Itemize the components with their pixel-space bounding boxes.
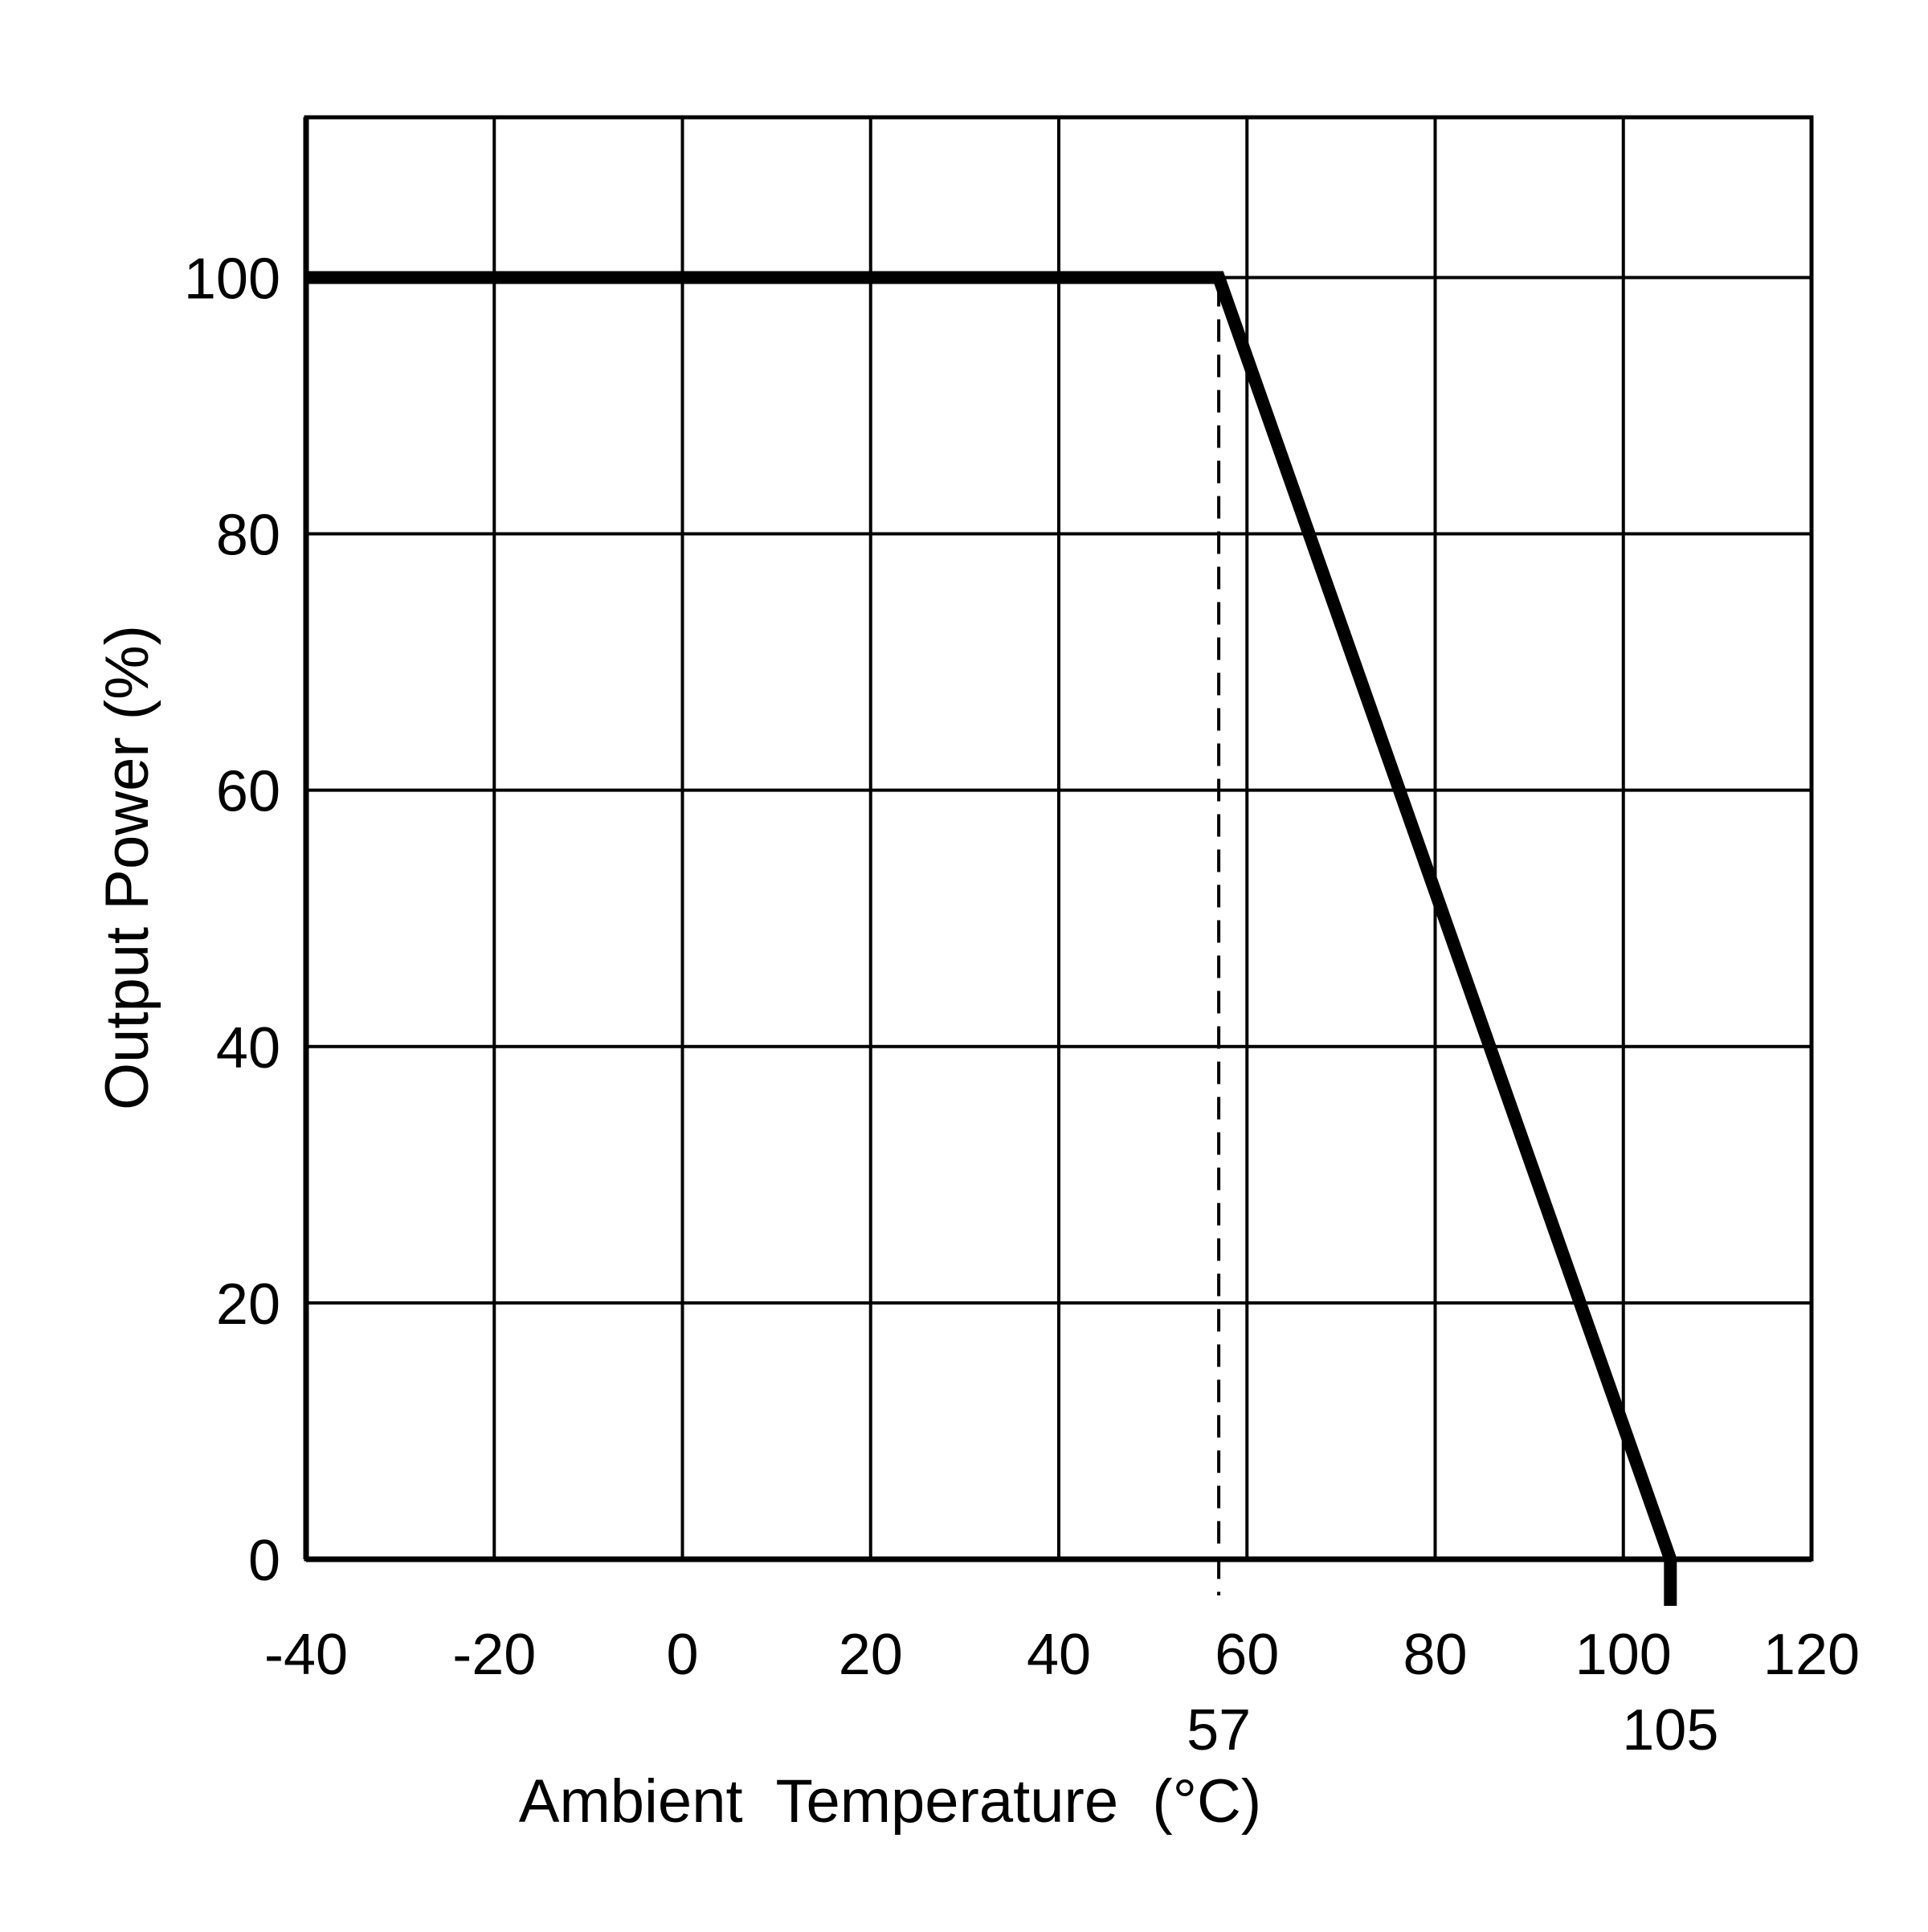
x-tick-label: 100	[1575, 1623, 1672, 1687]
x-tick-label: 40	[1027, 1623, 1091, 1687]
x-axis-title: Ambient Temperature (°C)	[519, 1767, 1261, 1836]
y-axis-title: Output Power (%)	[93, 625, 161, 1110]
grid-layer	[303, 115, 1814, 1562]
x-extra-tick-label: 105	[1622, 1698, 1718, 1762]
x-tick-label: 80	[1403, 1623, 1467, 1687]
x-tick-label: 20	[839, 1623, 903, 1687]
x-tick-label: 0	[666, 1623, 698, 1687]
series-layer	[306, 271, 1677, 1606]
tick-label-layer: -40 -20 0 20 40 60 80 100 120 57 105 0 20 40 60 80 100	[184, 247, 1860, 1762]
y-tick-label: 80	[216, 504, 280, 568]
y-tick-label: 40	[216, 1016, 280, 1080]
y-tick-label: 0	[248, 1529, 280, 1593]
series-line	[306, 271, 1677, 1562]
y-tick-label: 100	[184, 247, 280, 311]
y-tick-label: 60	[216, 760, 280, 824]
x-tick-label: -20	[452, 1623, 536, 1687]
y-tick-label: 20	[216, 1272, 280, 1337]
x-tick-label: 60	[1215, 1623, 1279, 1687]
x-extra-tick-label: 57	[1187, 1698, 1251, 1762]
x-tick-label: -40	[264, 1623, 348, 1687]
x-tick-label: 120	[1763, 1623, 1860, 1687]
